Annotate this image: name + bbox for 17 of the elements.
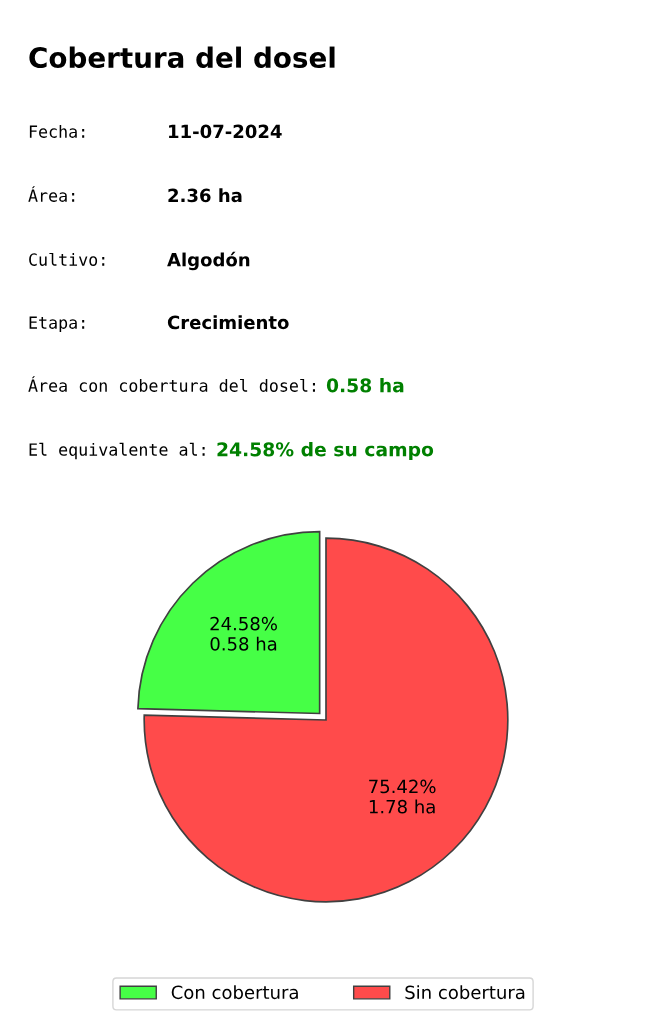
data-label: 24.58% 0.58 ha (210, 616, 277, 651)
text: Etapa: (29, 316, 85, 333)
legend-label: Con cobertura (171, 985, 298, 1000)
text: Crecimiento (167, 315, 289, 330)
text: 0.58 ha (326, 377, 404, 393)
text: Cultivo: (29, 252, 105, 266)
text: Área con cobertura del dosel: (28, 376, 315, 392)
legend-label: Sin cobertura (405, 985, 525, 1000)
text: 11-07-2024 (169, 124, 282, 139)
text: Área: (28, 186, 75, 202)
text: Fecha: (29, 124, 85, 138)
chart-title: Cobertura del dosel (29, 46, 335, 69)
data-label: 75.42% 1.78 ha (369, 779, 436, 814)
text: 2.36 ha (168, 188, 242, 203)
text: 24.58% de su campo (217, 441, 434, 461)
text: El equivalente al: (29, 442, 205, 460)
text: Algodón (167, 251, 250, 271)
